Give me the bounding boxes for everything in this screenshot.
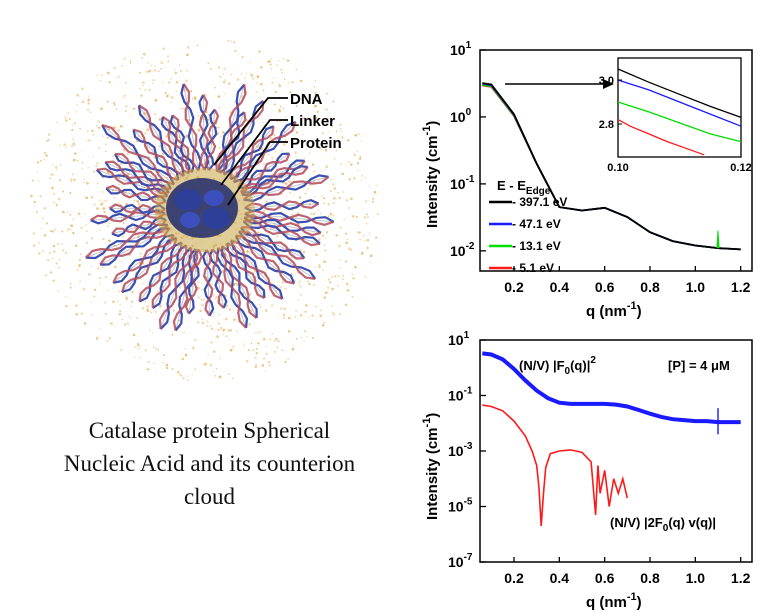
c1-series-lines: [482, 82, 741, 251]
label-linker: Linker: [290, 113, 335, 130]
y-tick-label: 101: [448, 330, 470, 348]
x-tick-label: 0.8: [640, 279, 660, 295]
y-axis-label: Intensity (cm-1): [421, 413, 441, 520]
concentration-label: [P] = 4 μM: [668, 358, 730, 373]
c2-annotations: (N/V) |F0(q)|2 (N/V) |2F0(q) v(q)| [P] = 4…: [519, 355, 730, 534]
legend-label: - 47.1 eV: [512, 217, 561, 231]
inset-x-tick-label: 0.10: [607, 162, 628, 174]
series-line: [482, 84, 741, 251]
x-tick-label: 0.2: [504, 279, 524, 295]
plot-frame: [479, 339, 753, 563]
series-line: [482, 84, 741, 251]
x-tick-label: 1.0: [686, 570, 706, 586]
x-tick-label: 0.6: [595, 570, 615, 586]
y-tick-label: 100: [450, 107, 472, 125]
legend-label: - 397.1 eV: [512, 195, 567, 209]
series-line: [482, 82, 741, 251]
c2-series-lines: [482, 351, 741, 526]
x-axis-label: q (nm-1): [586, 300, 642, 320]
spherical-nucleic-acid-illustration: DNA Linker Protein: [30, 39, 379, 381]
x-tick-label: 0.4: [550, 279, 570, 295]
protein-core: [155, 168, 255, 252]
x-axis-label: q (nm-1): [586, 591, 642, 611]
label-dna: DNA: [290, 91, 323, 108]
plot-frame: [479, 49, 753, 272]
legend-label: - 13.1 eV: [512, 239, 561, 253]
y-tick-label: 10-2: [450, 241, 475, 259]
y-tick-label: 10-3: [448, 441, 473, 459]
legend-title: E - EEdge: [497, 178, 551, 197]
x-tick-label: 0.2: [504, 570, 524, 586]
x-tick-label: 0.6: [595, 279, 615, 295]
x-tick-label: 1.2: [731, 279, 751, 295]
x-tick-label: 0.4: [550, 570, 570, 586]
y-tick-label: 10-1: [450, 174, 475, 192]
y-tick-label: 101: [450, 40, 472, 58]
label-leaders: [213, 97, 288, 206]
x-tick-label: 0.8: [640, 570, 660, 586]
y-axis-label: Intensity (cm-1): [421, 121, 441, 228]
y-tick-label: 10-1: [448, 386, 473, 404]
y-tick-label: 10-7: [448, 552, 473, 570]
inset-y-tick-label: 3.0: [599, 75, 614, 87]
figure-caption: Catalase protein Spherical Nucleic Acid …: [12, 414, 407, 513]
legend-label: - 5.1 eV: [512, 261, 554, 275]
series-line: [482, 82, 741, 251]
caption-line: cloud: [183, 484, 236, 509]
inset-frame: [617, 57, 742, 158]
inset-series-line: [617, 68, 742, 119]
inset-x-tick-label: 0.12: [730, 162, 751, 174]
inset-arrowhead: [603, 79, 614, 89]
x-tick-label: 1.0: [686, 279, 706, 295]
inset-series-line: [617, 119, 705, 156]
inset-series-line: [617, 101, 742, 143]
inset-series-line: [617, 79, 742, 127]
c1-inset: 0.10 0.12 2.8 3.0: [505, 57, 752, 174]
series-line: [482, 404, 629, 526]
c1-legend: E - EEdge- 397.1 eV - 47.1 eV - 13.1 eV - 5…: [489, 178, 567, 275]
series-line: [482, 351, 741, 425]
label-protein: Protein: [290, 135, 342, 152]
series-spike: [716, 230, 720, 249]
x-tick-label: 1.2: [731, 570, 751, 586]
caption-line: Nucleic Acid and its counterion: [63, 451, 356, 476]
caption-line: Catalase protein Spherical: [88, 418, 331, 443]
y-tick-label: 10-5: [448, 497, 473, 515]
series-label-blue: (N/V) |F0(q)|2: [519, 355, 596, 377]
inset-y-tick-label: 2.8: [599, 119, 614, 131]
dna-strands: [85, 83, 335, 332]
series-label-red: (N/V) |2F0(q) v(q)|: [610, 515, 716, 534]
